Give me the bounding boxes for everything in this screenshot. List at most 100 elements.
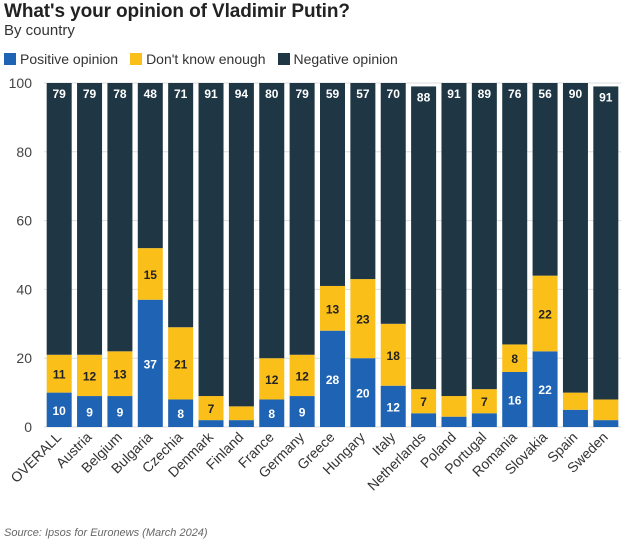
data-label: 91 xyxy=(447,87,461,101)
data-label: 89 xyxy=(478,87,492,101)
bar-segment xyxy=(471,413,497,427)
legend-swatch-positive xyxy=(4,53,16,65)
bar-segment xyxy=(198,83,224,397)
bar-segment xyxy=(259,358,285,400)
bar-segment xyxy=(350,279,376,359)
bar-segment xyxy=(562,83,588,393)
bar-segment xyxy=(471,389,497,414)
bar-segment xyxy=(441,416,467,427)
y-tick-label: 0 xyxy=(24,419,32,435)
legend-label-dont-know: Don't know enough xyxy=(146,51,266,67)
data-label: 9 xyxy=(86,406,93,420)
bar-segment xyxy=(320,285,345,331)
legend-swatch-dont-know xyxy=(130,53,143,65)
bar-segment xyxy=(532,275,558,352)
bar-segment xyxy=(289,354,315,397)
bar-segment xyxy=(107,351,133,397)
data-label: 78 xyxy=(113,87,127,101)
data-label: 70 xyxy=(387,87,401,101)
data-label: 18 xyxy=(387,349,401,363)
bar-segment xyxy=(502,371,528,427)
bar-segment xyxy=(259,399,285,427)
bar-segment xyxy=(593,399,619,421)
data-label: 90 xyxy=(569,87,583,101)
legend-item-positive: Positive opinion xyxy=(4,51,118,67)
data-label: 7 xyxy=(481,395,488,409)
data-label: 76 xyxy=(508,87,522,101)
bar-segment xyxy=(320,330,345,427)
bar-segment xyxy=(411,86,437,390)
data-label: 23 xyxy=(356,313,370,327)
data-label: 91 xyxy=(204,87,218,101)
data-label: 12 xyxy=(387,400,401,414)
data-label: 12 xyxy=(295,369,309,383)
y-tick-label: 100 xyxy=(9,75,33,91)
data-label: 7 xyxy=(208,402,215,416)
data-label: 79 xyxy=(295,87,309,101)
bar-segment xyxy=(289,396,315,427)
bar-segment xyxy=(441,396,467,417)
data-label: 57 xyxy=(356,87,370,101)
bar-segment xyxy=(532,351,558,427)
bar-segment xyxy=(593,86,619,400)
bar-segment xyxy=(411,389,437,414)
data-label: 79 xyxy=(53,87,67,101)
legend-item-dont-know: Don't know enough xyxy=(130,51,266,67)
legend-label-positive: Positive opinion xyxy=(20,51,119,67)
data-label: 56 xyxy=(538,87,552,101)
bar-segment xyxy=(77,396,103,427)
bar-segment xyxy=(380,323,406,386)
data-label: 13 xyxy=(113,368,127,382)
data-label: 22 xyxy=(538,383,552,397)
bar-segment xyxy=(46,354,72,393)
y-tick-label: 80 xyxy=(16,144,32,160)
bar-segment xyxy=(228,83,254,407)
bar-segment xyxy=(350,83,376,280)
data-label: 22 xyxy=(538,307,552,321)
data-label: 37 xyxy=(144,357,158,371)
data-label: 16 xyxy=(508,393,522,407)
y-tick-label: 60 xyxy=(16,213,32,229)
data-label: 20 xyxy=(356,387,370,401)
data-label: 9 xyxy=(117,406,124,420)
bar-segment xyxy=(228,406,254,421)
bar-segment xyxy=(137,83,163,249)
bar-segment xyxy=(168,83,194,328)
bar-segment xyxy=(562,409,588,427)
bar-segment xyxy=(168,399,194,427)
data-label: 13 xyxy=(326,302,340,316)
source-note: Source: Ipsos for Euronews (March 2024) xyxy=(4,527,208,539)
bar-segment xyxy=(380,83,406,324)
bar-segment xyxy=(77,83,103,355)
y-tick-label: 20 xyxy=(16,350,32,366)
bar-segment xyxy=(198,420,224,427)
data-label: 21 xyxy=(174,357,188,371)
data-label: 59 xyxy=(326,87,340,101)
legend-item-negative: Negative opinion xyxy=(277,51,398,67)
bar-segment xyxy=(380,385,406,427)
bar-segment xyxy=(168,327,194,400)
bar-segment xyxy=(502,83,528,345)
data-label: 28 xyxy=(326,373,340,387)
bar-segment xyxy=(320,83,345,286)
bar-segment xyxy=(411,413,437,427)
bar-segment xyxy=(532,83,558,276)
data-label: 8 xyxy=(177,407,184,421)
bar-segment xyxy=(228,420,254,427)
data-label: 80 xyxy=(265,87,279,101)
data-label: 12 xyxy=(265,373,279,387)
legend-label-negative: Negative opinion xyxy=(293,51,398,67)
chart-title: What's your opinion of Vladimir Putin? xyxy=(4,1,350,22)
data-label: 7 xyxy=(420,395,427,409)
bar-segment xyxy=(46,83,72,355)
bar-segment xyxy=(77,354,103,397)
bar-segment xyxy=(289,83,315,355)
bar-segment xyxy=(471,83,497,390)
bar-segment xyxy=(562,392,588,410)
bar-segment xyxy=(441,83,467,397)
data-label: 88 xyxy=(417,90,431,104)
bar-segment xyxy=(107,83,133,352)
data-label: 94 xyxy=(235,87,249,101)
bar-segment xyxy=(137,248,163,300)
